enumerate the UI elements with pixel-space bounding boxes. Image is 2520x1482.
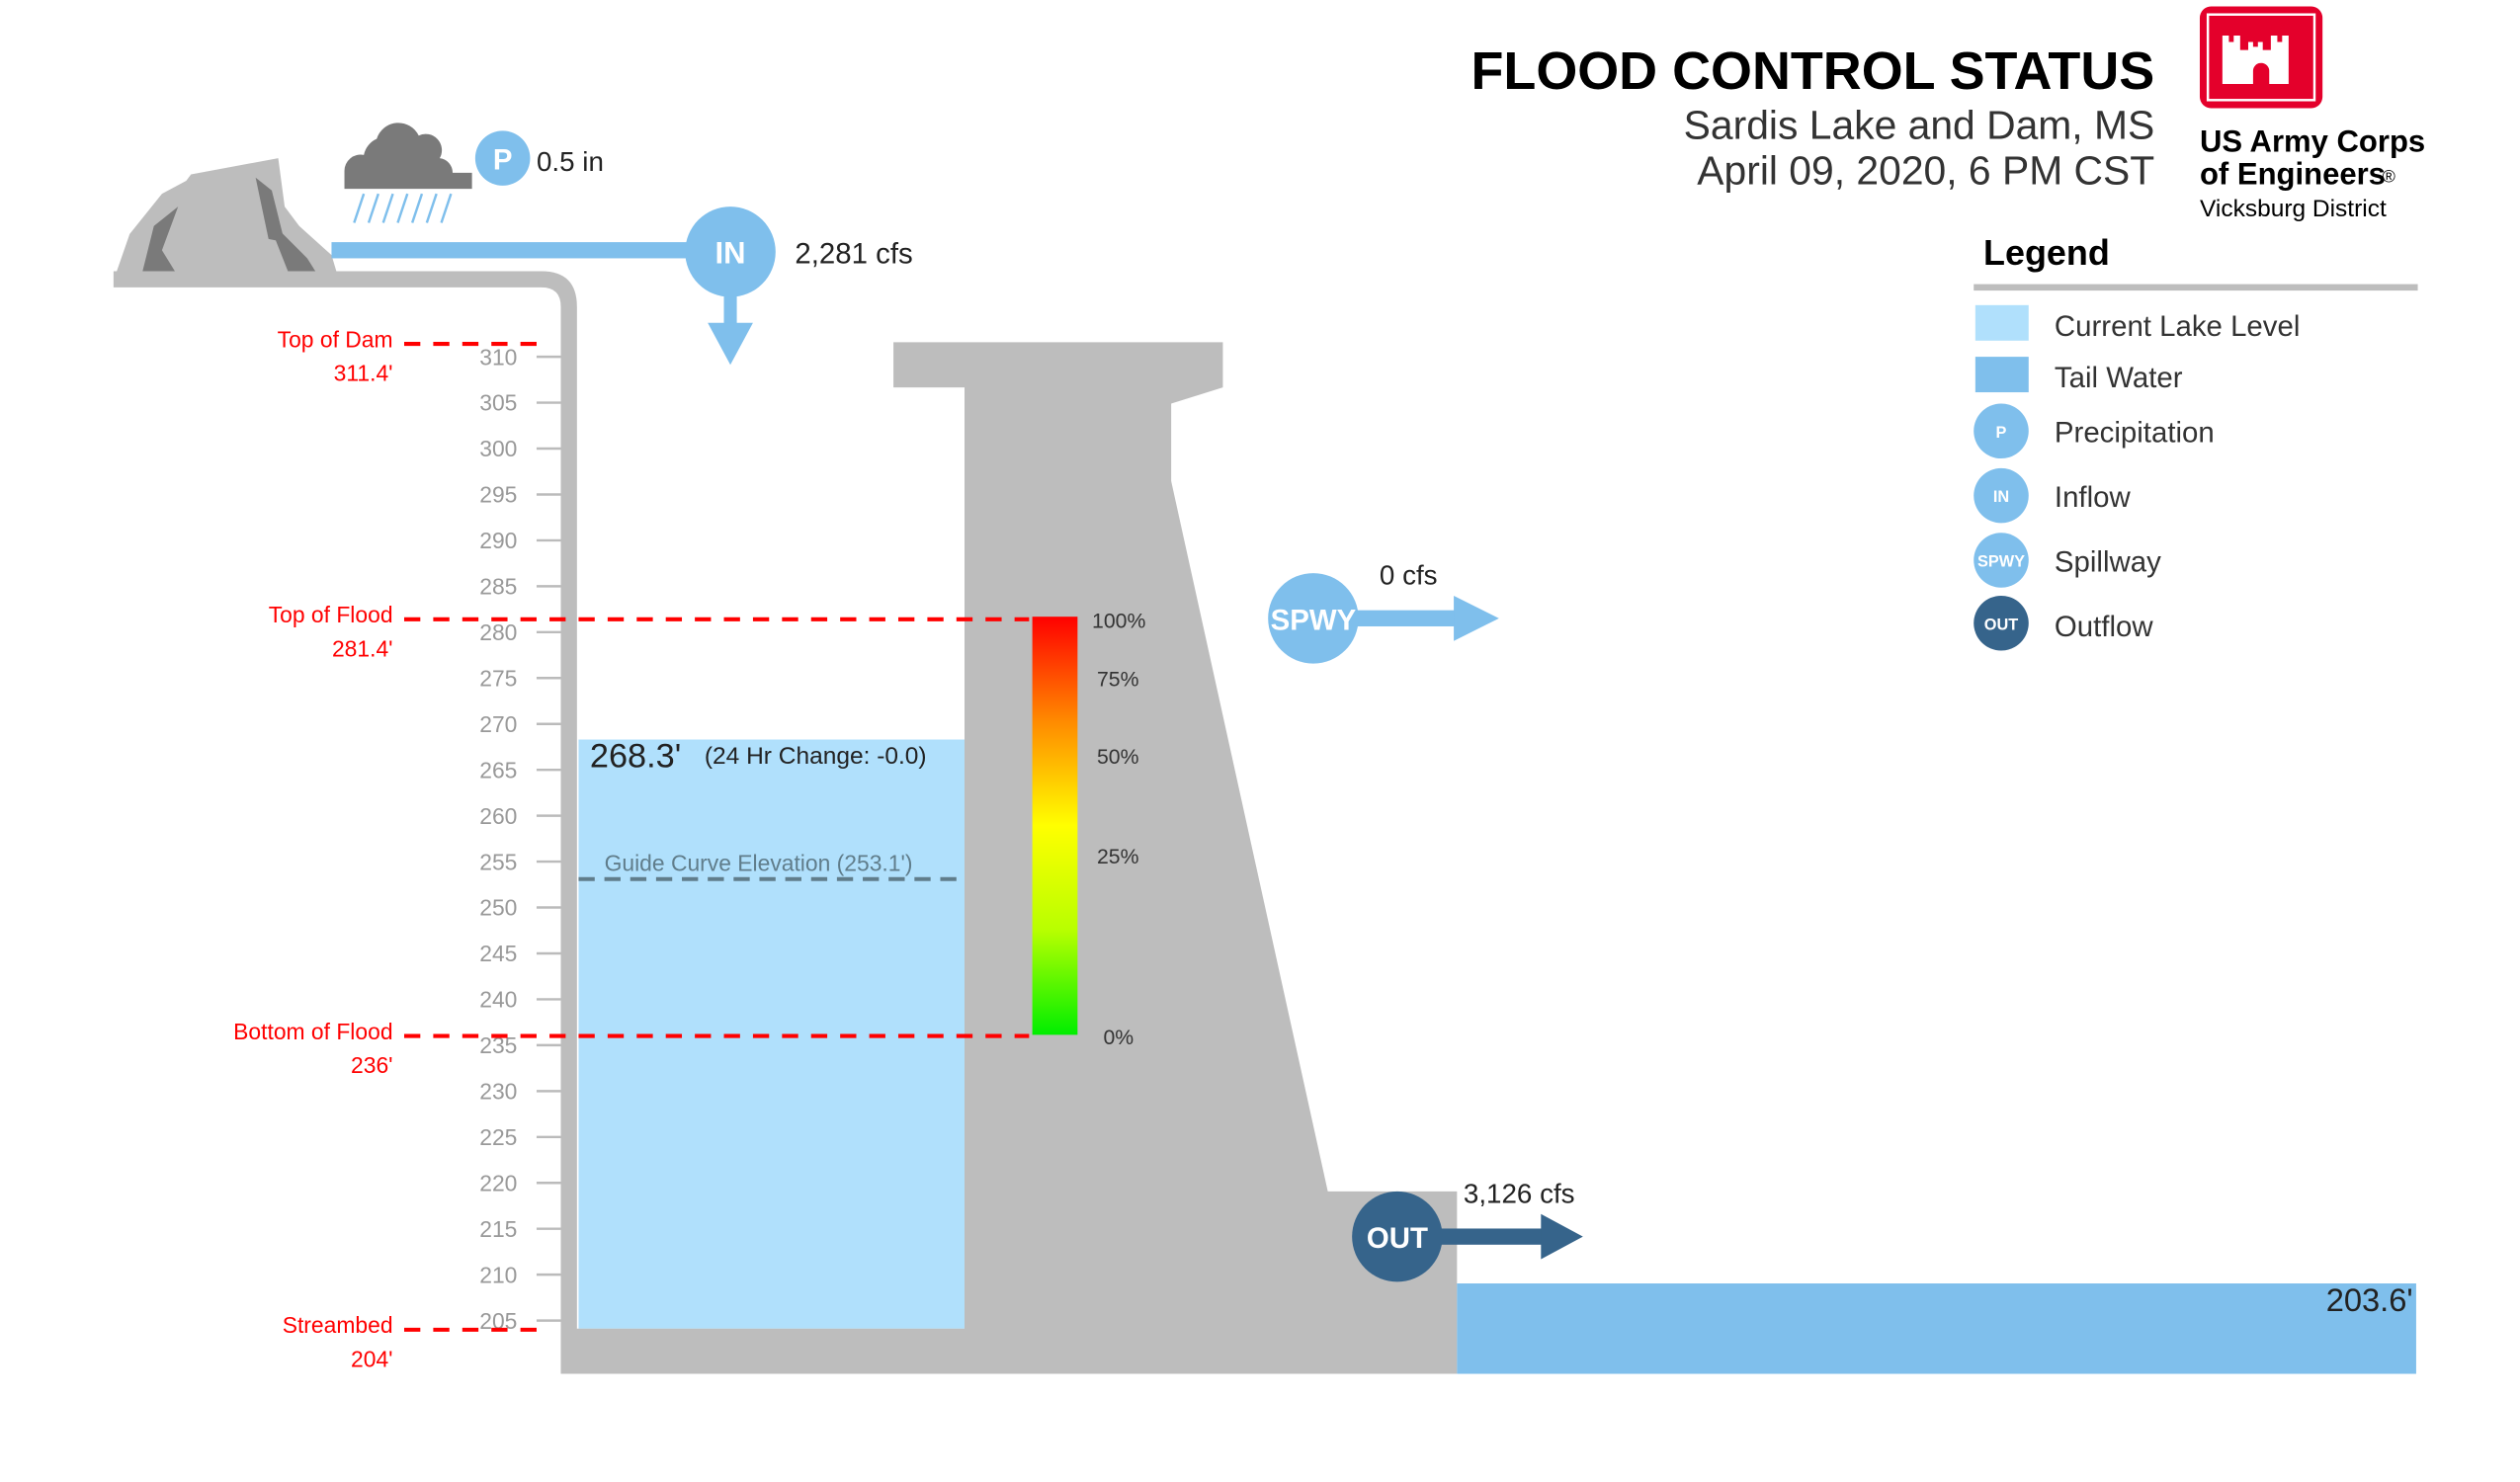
inflow-pipe [331, 242, 719, 259]
legend: Legend Current Lake Level Tail Water P P… [1974, 232, 2418, 651]
inflow-badge [685, 206, 776, 297]
datetime-subtitle: April 09, 2020, 6 PM CST [1697, 147, 2154, 193]
axis-tick-label: 260 [479, 803, 517, 829]
streambed-label: Streambed [283, 1312, 393, 1338]
outflow-value: 3,126 cfs [1464, 1178, 1575, 1208]
svg-text:US Army Corps: US Army Corps [2200, 124, 2425, 159]
outflow-arrow-shaft [1437, 1228, 1545, 1245]
axis-tick-label: 210 [479, 1262, 517, 1287]
top-of-flood-label: Top of Flood [269, 602, 393, 627]
precipitation-badge-text: P [493, 144, 513, 177]
legend-item-lake: Current Lake Level [1974, 304, 2300, 343]
svg-text:SPWY: SPWY [1977, 553, 2025, 571]
legend-divider [1974, 284, 2418, 291]
svg-text:Outflow: Outflow [2055, 611, 2153, 643]
svg-text:Tail Water: Tail Water [2055, 362, 2183, 394]
axis-tick-label: 245 [479, 941, 517, 966]
axis-tick-label: 265 [479, 757, 517, 782]
svg-text:Spillway: Spillway [2055, 545, 2161, 578]
spillway-value: 0 cfs [1380, 560, 1438, 591]
tail-water [1457, 1283, 2416, 1374]
bottom-of-flood-label: Bottom of Flood [233, 1019, 392, 1044]
svg-text:®: ® [2383, 167, 2395, 187]
axis-tick-label: 220 [479, 1170, 517, 1195]
axis-tick-label: 295 [479, 482, 517, 508]
axis-tick-label: 230 [479, 1079, 517, 1105]
legend-item-spillway: SPWY Spillway [1974, 533, 2161, 588]
svg-text:Current Lake Level: Current Lake Level [2055, 310, 2300, 343]
svg-text:OUT: OUT [1984, 616, 2018, 633]
dam-structure [560, 342, 1458, 1374]
location-subtitle: Sardis Lake and Dam, MS [1684, 103, 2155, 148]
legend-item-precipitation: P Precipitation [1974, 403, 2215, 459]
outflow-arrow-right-icon [1541, 1213, 1583, 1260]
gauge-label-75: 75% [1097, 667, 1139, 691]
streambed-value: 204' [351, 1346, 393, 1371]
precipitation-badge [474, 130, 531, 186]
lake-elevation: 268.3' [590, 737, 681, 775]
legend-item-outflow: OUT Outflow [1974, 595, 2153, 651]
precipitation-value: 0.5 in [537, 146, 604, 177]
legend-item-tailwater: Tail Water [1974, 357, 2183, 394]
svg-text:Precipitation: Precipitation [2055, 417, 2215, 450]
axis-tick-label: 215 [479, 1216, 517, 1242]
axis-tick-label: 310 [479, 344, 517, 370]
elevation-axis: 310 305 300 295 290 285 280 275 270 265 260 255 250 2… [479, 344, 561, 1334]
axis-tick-label: 280 [479, 619, 517, 645]
mountain-icon [117, 158, 337, 272]
svg-text:Inflow: Inflow [2055, 481, 2132, 514]
guide-curve-label: Guide Curve Elevation (253.1') [605, 851, 913, 876]
axis-tick-label: 300 [479, 436, 517, 461]
gauge-label-100: 100% [1092, 610, 1145, 633]
axis-tick-label: 275 [479, 665, 517, 691]
top-of-dam-value: 311.4' [334, 361, 393, 386]
tailwater-elevation: 203.6' [2326, 1281, 2413, 1318]
flood-storage-gauge [1032, 617, 1078, 1035]
gauge-label-50: 50% [1097, 745, 1139, 769]
gauge-label-25: 25% [1097, 845, 1139, 868]
spillway-arrow-right-icon [1454, 595, 1499, 641]
axis-tick-label: 225 [479, 1124, 517, 1150]
lake-24hr-change: (24 Hr Change: -0.0) [705, 743, 927, 770]
axis-tick-label: 255 [479, 849, 517, 874]
usace-logo: US Army Corps of Engineers ® Vicksburg D… [2199, 6, 2425, 222]
svg-text:P: P [1996, 424, 2007, 442]
legend-item-inflow: IN Inflow [1974, 467, 2132, 524]
bottom-of-flood-value: 236' [351, 1052, 393, 1078]
top-of-dam-label: Top of Dam [278, 326, 393, 352]
outflow-badge [1352, 1191, 1443, 1282]
rain-cloud-icon [344, 123, 472, 223]
svg-text:IN: IN [1993, 488, 2009, 506]
svg-text:Vicksburg District: Vicksburg District [2200, 196, 2387, 222]
inflow-value: 2,281 cfs [795, 237, 912, 270]
axis-tick-label: 270 [479, 711, 517, 737]
reference-levels: Top of Dam 311.4' Top of Flood 281.4' Bottom… [233, 326, 1030, 1371]
gauge-label-0: 0% [1104, 1026, 1134, 1049]
axis-tick-label: 305 [479, 390, 517, 416]
axis-tick-label: 250 [479, 895, 517, 921]
top-of-flood-value: 281.4' [332, 635, 393, 661]
spillway-badge [1268, 573, 1359, 664]
spillway-badge-text: SPWY [1271, 604, 1357, 636]
legend-title: Legend [1983, 232, 2110, 273]
inflow-arrow-down-icon [708, 322, 753, 366]
axis-tick-label: 240 [479, 987, 517, 1013]
outflow-badge-text: OUT [1367, 1222, 1428, 1255]
page-title: FLOOD CONTROL STATUS [1470, 41, 2154, 101]
spillway-arrow-shaft [1353, 610, 1458, 626]
svg-text:of Engineers: of Engineers [2200, 156, 2386, 191]
axis-tick-label: 285 [479, 574, 517, 600]
inflow-badge-text: IN [715, 235, 746, 270]
inflow-arrow-shaft [723, 290, 737, 327]
axis-tick-label: 290 [479, 528, 517, 553]
